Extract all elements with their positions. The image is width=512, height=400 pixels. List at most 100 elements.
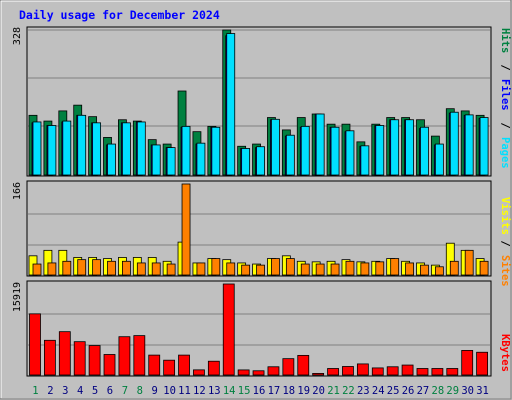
bar-pages [62, 120, 72, 176]
legend-kbytes-text: KBytes [499, 334, 511, 372]
bar-sites [315, 263, 325, 276]
bar-kbytes [267, 366, 280, 376]
bar-pages [256, 146, 265, 176]
bar-sites [479, 260, 489, 276]
x-tick-label: 9 [152, 385, 158, 397]
x-tick-label: 13 [208, 385, 221, 397]
bar-sites [166, 263, 176, 276]
bar-pages [330, 126, 340, 176]
legend-sep-2: / [499, 116, 511, 135]
bar-sites [300, 263, 310, 276]
bar-sites [449, 260, 459, 276]
x-tick-label: 31 [476, 385, 489, 397]
x-axis-labels: 1 2 3 4 5 6 7 8 9 10 11 12 13 14 15 16 17 18 19 20 21 22 23 24 2… [32, 385, 489, 397]
legend-sep-3: / [499, 234, 511, 253]
bar-pages [345, 130, 355, 176]
bar-sites [196, 262, 206, 276]
bar-kbytes [29, 313, 41, 376]
bar-pages [107, 143, 116, 176]
bar-pages [405, 119, 414, 176]
legend-kbytes: KBytes [499, 334, 511, 372]
bar-pages [151, 144, 161, 176]
bar-pages [434, 143, 444, 176]
bar-pages [92, 122, 102, 176]
bar-kbytes [207, 360, 220, 376]
legend-sep-1: / [499, 58, 511, 77]
bar-kbytes [222, 283, 235, 376]
bar-sites [271, 258, 280, 276]
bar-kbytes [178, 354, 190, 376]
bar-sites [47, 262, 57, 276]
bar-pages [77, 114, 87, 176]
x-tick-label: 15 [238, 385, 251, 397]
bar-sites [107, 260, 116, 276]
x-tick-label: 22 [342, 385, 355, 397]
bar-sites [151, 262, 161, 276]
bar-sites [420, 264, 429, 276]
x-tick-label: 26 [402, 385, 415, 397]
bar-kbytes [163, 359, 176, 376]
bar-kbytes [386, 366, 399, 376]
x-tick-label: 23 [357, 385, 370, 397]
bar-pages [32, 121, 42, 176]
bar-sites [77, 259, 87, 276]
bar-sites [464, 249, 474, 276]
bar-sites [32, 263, 42, 276]
x-tick-label: 28 [432, 385, 445, 397]
bar-kbytes [312, 372, 325, 376]
bar-sites [136, 262, 146, 276]
x-tick-label: 4 [77, 385, 83, 397]
bar-pages [271, 118, 280, 176]
x-tick-label: 21 [327, 385, 340, 397]
bar-sites [62, 260, 72, 276]
bar-kbytes [401, 364, 414, 376]
bar-pages [390, 119, 400, 176]
bar-kbytes [282, 358, 295, 376]
legend-files-text: Files [499, 79, 511, 111]
legend-sites-text: Sites [499, 255, 511, 287]
bar-pages [375, 125, 385, 176]
x-tick-label: 5 [92, 385, 98, 397]
bar-kbytes [118, 336, 131, 376]
x-tick-label: 3 [62, 385, 68, 397]
legend-pages-text: Pages [499, 137, 511, 169]
bar-pages [449, 111, 459, 176]
x-tick-label: 7 [122, 385, 128, 397]
bar-sites [122, 260, 131, 276]
bar-sites [390, 258, 400, 276]
bar-pages [166, 147, 176, 176]
bar-kbytes [297, 354, 310, 376]
bar-sites [360, 262, 370, 276]
bar-sites [285, 258, 295, 276]
x-tick-label: 8 [137, 385, 143, 397]
x-tick-label: 30 [461, 385, 474, 397]
bar-pages [360, 145, 370, 176]
bar-pages [136, 121, 146, 176]
ymax-kbytes: 15919 [12, 282, 23, 312]
bar-kbytes [356, 363, 369, 376]
bar-pages [479, 117, 489, 176]
bar-pages [420, 126, 429, 176]
x-tick-label: 10 [163, 385, 176, 397]
bar-pages [181, 125, 191, 176]
bar-kbytes [73, 341, 86, 376]
legend-visits: Visits [499, 197, 511, 235]
x-tick-label: 19 [297, 385, 310, 397]
x-tick-label: 12 [193, 385, 206, 397]
bar-pages [47, 125, 57, 176]
bar-pages [122, 122, 131, 176]
bar-pages [211, 126, 221, 176]
bar-kbytes [371, 367, 384, 376]
legend-files: Files [499, 79, 511, 111]
bar-kbytes [237, 369, 250, 376]
legend-sites: Sites [499, 255, 511, 287]
bar-pages [315, 113, 325, 176]
bar-sites [375, 261, 385, 276]
x-tick-label: 16 [253, 385, 266, 397]
x-tick-label: 24 [372, 385, 385, 397]
ymax-hits: 328 [12, 27, 23, 45]
x-tick-label: 25 [387, 385, 400, 397]
bar-kbytes [88, 345, 101, 376]
